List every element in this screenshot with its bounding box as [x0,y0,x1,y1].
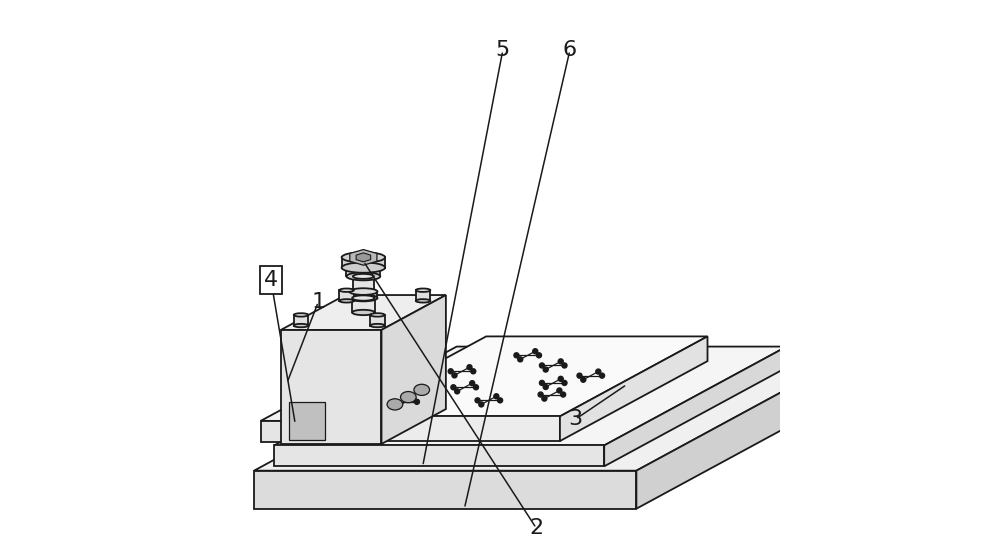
Polygon shape [604,347,787,466]
Circle shape [562,380,567,386]
Ellipse shape [414,384,430,395]
Circle shape [558,376,563,381]
Circle shape [596,369,601,374]
Polygon shape [381,295,446,444]
Circle shape [514,353,519,358]
Ellipse shape [346,272,380,281]
Circle shape [473,385,478,390]
Ellipse shape [400,391,416,402]
Ellipse shape [342,252,385,263]
Polygon shape [814,381,835,395]
Circle shape [452,373,457,378]
Polygon shape [281,295,446,330]
Circle shape [577,373,582,378]
Ellipse shape [387,399,403,410]
Polygon shape [353,276,374,292]
Circle shape [494,394,499,399]
Circle shape [561,392,566,397]
Ellipse shape [416,299,430,302]
Ellipse shape [349,295,377,301]
Polygon shape [274,446,604,466]
Circle shape [467,364,472,369]
Polygon shape [339,337,708,416]
Ellipse shape [349,288,377,295]
Polygon shape [289,402,325,440]
Ellipse shape [353,289,374,294]
Polygon shape [254,471,636,509]
Ellipse shape [342,263,385,273]
Polygon shape [346,268,380,276]
Circle shape [392,399,397,404]
Polygon shape [352,298,375,312]
Text: 1: 1 [311,292,325,312]
Ellipse shape [346,264,380,272]
Polygon shape [636,354,851,509]
Circle shape [451,385,456,390]
Polygon shape [254,354,851,471]
Ellipse shape [294,313,308,316]
Ellipse shape [353,274,374,279]
Polygon shape [370,315,385,325]
Circle shape [558,359,563,364]
Polygon shape [339,416,560,441]
Ellipse shape [370,313,385,316]
Polygon shape [349,292,377,298]
Ellipse shape [370,324,385,327]
Polygon shape [261,406,330,421]
Circle shape [448,369,453,374]
Circle shape [581,377,586,382]
Circle shape [396,404,401,409]
Circle shape [475,398,480,403]
Text: 5: 5 [496,40,510,60]
Ellipse shape [352,310,375,315]
Polygon shape [281,330,381,444]
Text: 2: 2 [529,518,543,538]
Circle shape [533,349,538,354]
Circle shape [562,363,567,368]
Circle shape [479,402,484,407]
Polygon shape [303,406,330,442]
Circle shape [455,389,460,394]
Polygon shape [274,347,787,446]
Circle shape [471,369,476,374]
Text: 6: 6 [563,40,577,60]
Circle shape [542,396,547,401]
Polygon shape [339,290,354,301]
Polygon shape [294,315,308,325]
Polygon shape [261,421,303,442]
Circle shape [536,353,542,358]
Polygon shape [416,290,430,301]
Polygon shape [560,337,708,441]
Ellipse shape [294,324,308,327]
Ellipse shape [352,295,375,301]
Circle shape [543,367,548,372]
Circle shape [600,373,605,378]
Polygon shape [350,249,377,265]
Text: 4: 4 [264,269,278,290]
Circle shape [470,381,475,386]
Polygon shape [342,257,385,268]
Circle shape [543,385,548,390]
Ellipse shape [416,288,430,292]
Circle shape [498,398,503,403]
Circle shape [539,363,544,368]
Circle shape [411,395,416,400]
Ellipse shape [339,299,354,302]
Circle shape [414,399,419,404]
Ellipse shape [339,288,354,292]
Circle shape [539,380,544,386]
Circle shape [538,392,543,397]
Circle shape [557,388,562,393]
Circle shape [518,357,523,362]
Polygon shape [356,253,371,262]
Text: 3: 3 [568,409,583,429]
